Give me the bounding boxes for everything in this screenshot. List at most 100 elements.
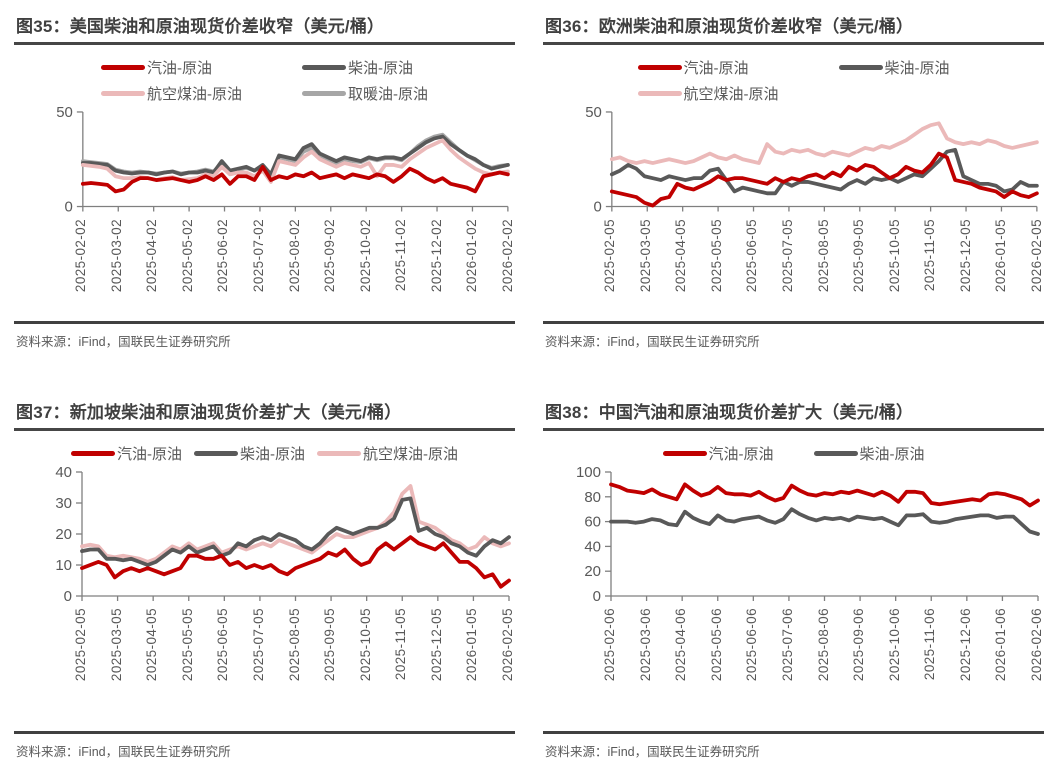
figure-38-title: 图38：中国汽油和原油现货价差扩大（美元/桶） xyxy=(543,398,1044,431)
x-axis-labels: 2025-02-05 2025-03-05 2025-04-05 2025-05-05… xyxy=(543,216,1044,322)
y-axis-tick-label: 10 xyxy=(55,557,72,574)
legend-label: 汽油-原油 xyxy=(708,446,774,463)
x-axis-tick-label: 2025-11-06 xyxy=(922,608,938,681)
x-axis-tick-label: 2025-11-05 xyxy=(393,608,409,681)
y-axis-tick-label: 0 xyxy=(594,199,602,215)
y-axis-tick-label: 80 xyxy=(584,489,601,506)
series-line-2 xyxy=(609,121,1039,165)
y-axis-tick-label: 60 xyxy=(584,514,601,531)
legend-label: 航空煤油-原油 xyxy=(147,86,242,103)
x-axis-tick-label: 2025-04-02 xyxy=(144,218,160,292)
legend-line-swatch xyxy=(317,451,361,456)
y-axis-tick-label: 20 xyxy=(584,563,601,580)
x-axis-tick-label: 2025-05-05 xyxy=(179,608,195,682)
x-axis-tick-label: 2025-05-06 xyxy=(708,608,724,682)
legend-label: 取暖油-原油 xyxy=(348,86,428,103)
x-axis-tick-label: 2025-02-02 xyxy=(73,218,88,292)
x-axis-tick-label: 2025-05-02 xyxy=(179,218,195,292)
legend-item-2: 航空煤油-原油 xyxy=(637,83,779,104)
legend-line-swatch xyxy=(101,91,145,96)
source-divider: 资料来源：iFind，国联民生证券研究所 xyxy=(543,731,1044,760)
x-axis-tick-label: 2025-06-05 xyxy=(215,608,231,682)
x-axis-tick-label: 2025-04-05 xyxy=(144,608,160,682)
legend-item-1: 柴油-原油 xyxy=(302,57,428,78)
source-divider: 资料来源：iFind，国联民生证券研究所 xyxy=(14,321,515,350)
y-axis-tick-label: 50 xyxy=(56,106,73,121)
x-axis-tick-label: 2025-08-06 xyxy=(815,608,831,682)
series-line-1 xyxy=(80,134,510,177)
legend-line-swatch xyxy=(101,65,145,70)
x-axis-tick-label: 2025-07-05 xyxy=(250,608,266,682)
series-line-0 xyxy=(80,164,510,194)
legend-line-swatch xyxy=(302,91,346,96)
x-axis-tick-label: 2025-08-05 xyxy=(815,218,831,292)
legend-item-0: 汽油-原油 xyxy=(662,443,774,464)
x-axis-tick-label: 2026-01-06 xyxy=(993,608,1009,682)
legend-line-swatch xyxy=(662,451,707,456)
legend-label: 柴油-原油 xyxy=(240,446,305,463)
legend: 汽油-原油 柴油-原油 航空煤油-原油 xyxy=(14,443,515,464)
legend-label: 汽油-原油 xyxy=(117,446,182,463)
x-axis-tick-label: 2025-04-06 xyxy=(673,608,689,682)
x-axis-tick-label: 2025-03-06 xyxy=(637,608,653,682)
x-axis-tick-label: 2026-01-05 xyxy=(993,218,1009,292)
x-axis-tick-label: 2025-03-05 xyxy=(637,218,653,292)
legend-item-2: 航空煤油-原油 xyxy=(317,443,458,464)
legend-item-0: 汽油-原油 xyxy=(637,57,779,78)
legend-item-1: 柴油-原油 xyxy=(838,57,950,78)
x-axis-tick-label: 2025-07-02 xyxy=(250,218,266,292)
x-axis-tick-label: 2025-03-05 xyxy=(108,608,124,682)
y-axis-tick-label: 20 xyxy=(55,526,72,543)
x-axis-tick-label: 2025-05-05 xyxy=(708,218,724,292)
x-axis-tick-label: 2025-02-06 xyxy=(602,608,617,682)
legend-line-swatch xyxy=(302,65,346,70)
x-axis-tick-label: 2025-09-05 xyxy=(851,218,867,292)
legend-label: 汽油-原油 xyxy=(683,60,749,77)
figure-38-panel: 图38：中国汽油和原油现货价差扩大（美元/桶） 汽油-原油 柴油-原油 0 20 40… xyxy=(529,362,1058,772)
figure-35-chart: 0 50 xyxy=(56,106,510,215)
figure-37-panel: 图37：新加坡柴油和原油现货价差扩大（美元/桶） 汽油-原油 柴油-原油 航空煤油-… xyxy=(0,362,529,772)
x-axis-tick-label: 2025-08-05 xyxy=(286,608,302,682)
figure-36-panel: 图36：欧洲柴油和原油现货价差收窄（美元/桶） 汽油-原油 柴油-原油航空煤油-原… xyxy=(529,0,1058,362)
legend: 汽油-原油 柴油-原油航空煤油-原油 xyxy=(543,57,1044,104)
legend: 汽油-原油 柴油-原油 xyxy=(543,443,1044,464)
x-axis-tick-label: 2025-09-06 xyxy=(851,608,867,682)
y-axis-tick-label: 0 xyxy=(65,199,73,215)
x-axis-tick-label: 2025-10-05 xyxy=(886,218,902,292)
series-line-1 xyxy=(609,507,1040,536)
x-axis-tick-label: 2026-02-05 xyxy=(1029,218,1044,292)
source-note: 资料来源：iFind，国联民生证券研究所 xyxy=(16,335,231,349)
x-axis-tick-label: 2025-02-05 xyxy=(602,218,617,292)
legend-line-swatch xyxy=(71,451,115,456)
x-axis-tick-label: 2025-02-05 xyxy=(73,608,88,682)
legend-item-0: 汽油-原油 xyxy=(71,443,182,464)
source-divider: 资料来源：iFind，国联民生证券研究所 xyxy=(14,731,515,760)
legend-line-swatch xyxy=(813,451,858,456)
legend-label: 汽油-原油 xyxy=(147,60,212,77)
source-note: 资料来源：iFind，国联民生证券研究所 xyxy=(545,745,760,759)
y-axis-tick-label: 100 xyxy=(576,466,601,481)
legend-label: 柴油-原油 xyxy=(884,60,950,77)
x-axis-tick-label: 2025-06-05 xyxy=(744,218,760,292)
figure-37-title: 图37：新加坡柴油和原油现货价差扩大（美元/桶） xyxy=(14,398,515,431)
y-axis-tick-label: 30 xyxy=(55,495,72,512)
series-line-1 xyxy=(609,147,1039,196)
source-note: 资料来源：iFind，国联民生证券研究所 xyxy=(16,745,231,759)
x-axis-tick-label: 2025-09-02 xyxy=(322,218,338,292)
x-axis-tick-label: 2025-06-06 xyxy=(744,608,760,682)
y-axis-tick-label: 50 xyxy=(585,106,602,121)
x-axis-tick-label: 2025-06-02 xyxy=(215,218,231,292)
y-axis-tick-label: 0 xyxy=(593,588,601,604)
series-line-1 xyxy=(80,496,511,567)
figure-37-chart: 0 10 20 30 40 xyxy=(55,466,511,604)
legend-label: 航空煤油-原油 xyxy=(683,86,779,103)
x-axis-tick-label: 2025-03-02 xyxy=(108,218,124,292)
x-axis-tick-label: 2025-10-05 xyxy=(357,608,373,682)
x-axis-tick-label: 2025-12-05 xyxy=(428,608,444,682)
legend-line-swatch xyxy=(838,65,883,70)
legend-label: 柴油-原油 xyxy=(348,60,413,77)
x-axis-tick-label: 2025-04-05 xyxy=(673,218,689,292)
source-divider: 资料来源：iFind，国联民生证券研究所 xyxy=(543,321,1044,350)
figure-36-title: 图36：欧洲柴油和原油现货价差收窄（美元/桶） xyxy=(543,12,1044,45)
